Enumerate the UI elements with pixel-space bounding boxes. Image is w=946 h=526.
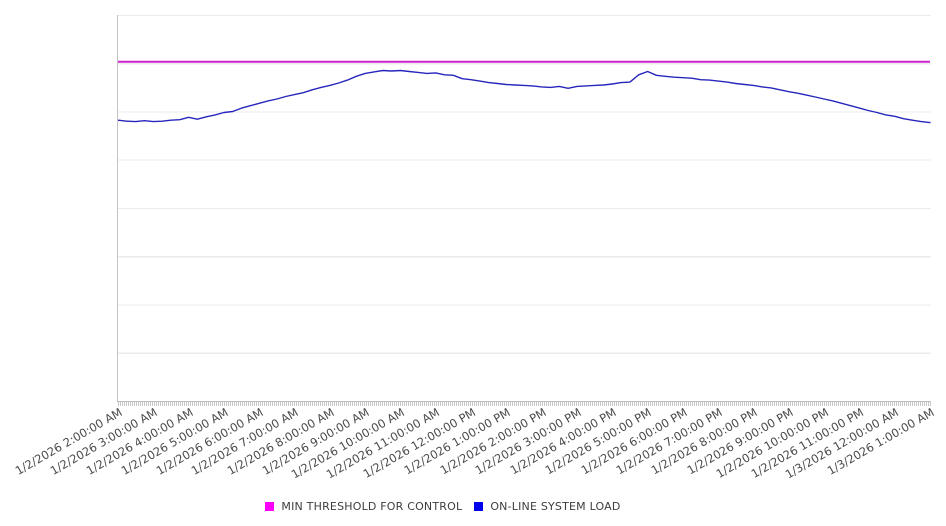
legend: MIN THRESHOLD FOR CONTROL ON-LINE SYSTEM…: [0, 499, 916, 513]
legend-item-min-threshold[interactable]: MIN THRESHOLD FOR CONTROL: [265, 500, 462, 513]
min-threshold-legend-swatch: [265, 501, 275, 511]
plot-area: [117, 15, 931, 402]
legend-item-system-load[interactable]: ON-LINE SYSTEM LOAD: [474, 500, 620, 513]
plot-svg: [118, 60, 931, 124]
system-load-legend-label: ON-LINE SYSTEM LOAD: [490, 499, 621, 513]
min-threshold-legend-label: MIN THRESHOLD FOR CONTROL: [281, 499, 463, 513]
system-load-legend-swatch: [474, 501, 484, 511]
x-axis-tick-marks: [118, 402, 931, 406]
system-load-line: [118, 69, 931, 124]
